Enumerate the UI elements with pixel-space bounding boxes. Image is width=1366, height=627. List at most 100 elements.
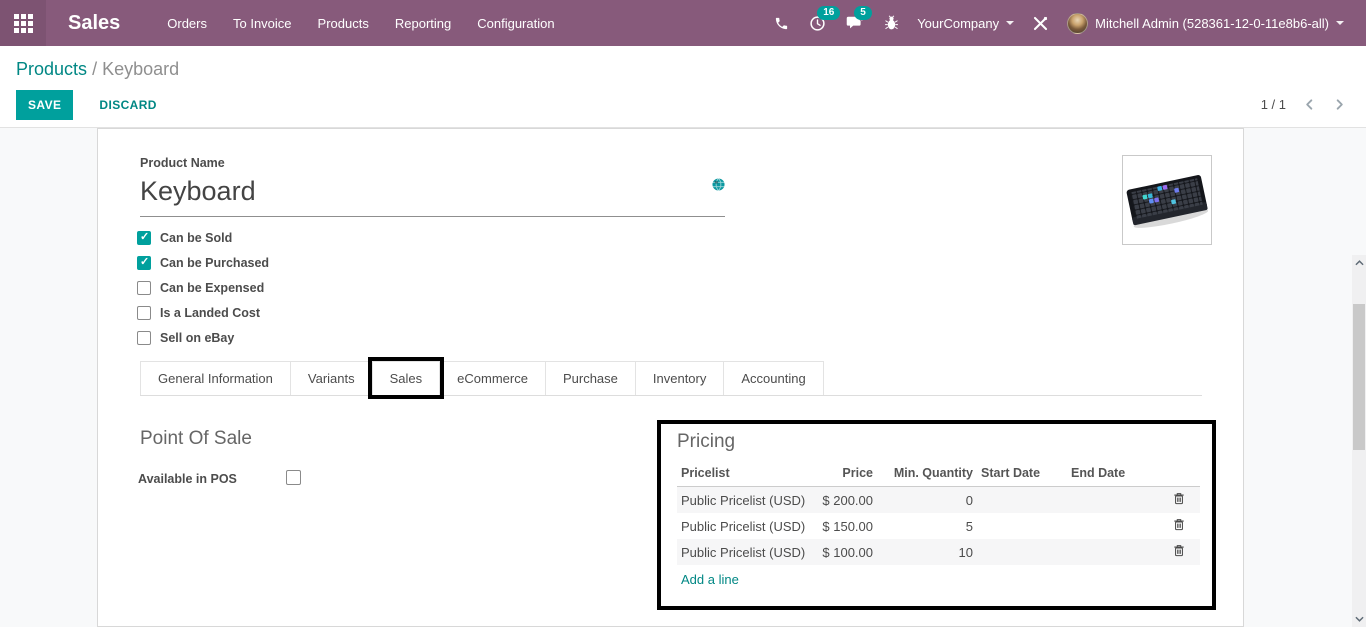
pricing-highlight-box: Pricing Pricelist Price Min. Quantity St… bbox=[657, 420, 1216, 610]
can-be-expensed-checkbox[interactable] bbox=[137, 280, 151, 295]
flag-can-be-sold: Can be Sold bbox=[137, 230, 269, 245]
tab-sales[interactable]: Sales bbox=[371, 361, 441, 395]
delete-row-button[interactable] bbox=[1157, 539, 1200, 565]
phone-icon bbox=[776, 17, 788, 29]
price-cell[interactable]: $ 100.00 bbox=[822, 544, 873, 560]
menu-products[interactable]: Products bbox=[317, 15, 369, 31]
trash-icon bbox=[1173, 545, 1184, 557]
activities-button[interactable]: 16 bbox=[799, 5, 841, 37]
pricing-table: Pricelist Price Min. Quantity Start Date… bbox=[677, 462, 1200, 565]
col-pricelist: Pricelist bbox=[677, 462, 815, 487]
notebook-tabs: General Information Variants Sales eComm… bbox=[140, 361, 1202, 396]
end-date-cell[interactable] bbox=[1067, 513, 1157, 539]
available-in-pos-checkbox[interactable] bbox=[286, 470, 301, 485]
tab-ecommerce[interactable]: eCommerce bbox=[439, 361, 546, 395]
breadcrumb: Products / Keyboard bbox=[0, 46, 1366, 83]
keyboard-image bbox=[1126, 175, 1209, 228]
product-flags: Can be Sold Can be Purchased Can be Expe… bbox=[137, 230, 269, 355]
product-form-sheet: Product Name Keyboard Can be Sold Can be… bbox=[97, 128, 1244, 627]
chevron-left-icon bbox=[1306, 99, 1313, 110]
start-date-cell[interactable] bbox=[977, 539, 1067, 565]
breadcrumb-current: Keyboard bbox=[102, 59, 180, 79]
company-switcher[interactable]: YourCompany bbox=[909, 11, 1022, 36]
sell-on-ebay-checkbox[interactable] bbox=[137, 330, 151, 345]
delete-row-button[interactable] bbox=[1157, 513, 1200, 539]
add-a-line-link[interactable]: Add a line bbox=[681, 572, 739, 587]
product-name-input[interactable]: Keyboard bbox=[140, 176, 725, 217]
chevron-right-icon bbox=[1336, 99, 1343, 110]
vertical-scrollbar[interactable] bbox=[1352, 255, 1366, 627]
flag-can-be-purchased: Can be Purchased bbox=[137, 255, 269, 270]
scroll-up-button[interactable] bbox=[1352, 255, 1366, 270]
flag-landed-cost: Is a Landed Cost bbox=[137, 305, 269, 320]
control-panel: Products / Keyboard SAVE DISCARD 1 / 1 bbox=[0, 46, 1366, 128]
menu-reporting[interactable]: Reporting bbox=[394, 15, 452, 31]
menu-configuration[interactable]: Configuration bbox=[477, 15, 555, 31]
pricing-row[interactable]: Public Pricelist (USD) $ 150.00 5 bbox=[677, 513, 1200, 539]
user-menu[interactable]: Mitchell Admin (528361-12-0-11e8b6-all) bbox=[1059, 8, 1352, 39]
min-qty-cell[interactable]: 5 bbox=[965, 518, 973, 534]
pager-next-button[interactable] bbox=[1333, 98, 1346, 111]
debug-button[interactable] bbox=[874, 10, 909, 36]
start-date-cell[interactable] bbox=[977, 513, 1067, 539]
can-be-sold-label: Can be Sold bbox=[160, 230, 233, 245]
app-title[interactable]: Sales bbox=[68, 11, 121, 34]
min-qty-cell[interactable]: 10 bbox=[958, 544, 973, 560]
content-area: Product Name Keyboard Can be Sold Can be… bbox=[0, 128, 1366, 627]
product-name-label: Product Name bbox=[140, 156, 225, 170]
top-navbar: Sales Orders To Invoice Products Reporti… bbox=[0, 0, 1366, 46]
messages-button[interactable]: 5 bbox=[836, 6, 874, 36]
voip-button[interactable] bbox=[764, 11, 799, 36]
caret-down-icon bbox=[1006, 21, 1015, 25]
caret-down-icon bbox=[1336, 21, 1344, 25]
col-min-quantity: Min. Quantity bbox=[877, 462, 977, 487]
breadcrumb-products-link[interactable]: Products bbox=[16, 59, 88, 79]
tab-general-information[interactable]: General Information bbox=[140, 361, 291, 395]
end-date-cell[interactable] bbox=[1067, 487, 1157, 514]
tab-purchase[interactable]: Purchase bbox=[544, 361, 636, 395]
pricelist-cell[interactable]: Public Pricelist (USD) bbox=[681, 492, 806, 508]
end-date-cell[interactable] bbox=[1067, 539, 1157, 565]
can-be-purchased-checkbox[interactable] bbox=[137, 255, 151, 270]
pricelist-cell[interactable]: Public Pricelist (USD) bbox=[681, 544, 806, 560]
pos-section-title: Point Of Sale bbox=[140, 428, 252, 449]
flag-can-be-expensed: Can be Expensed bbox=[137, 280, 269, 295]
translate-globe-icon[interactable] bbox=[712, 178, 725, 196]
pager-previous-button[interactable] bbox=[1303, 98, 1316, 111]
menu-to-invoice[interactable]: To Invoice bbox=[233, 15, 292, 31]
trash-icon bbox=[1173, 493, 1184, 505]
pricing-row[interactable]: Public Pricelist (USD) $ 100.00 10 bbox=[677, 539, 1200, 565]
available-in-pos-label: Available in POS bbox=[138, 472, 237, 486]
can-be-sold-checkbox[interactable] bbox=[137, 230, 151, 245]
price-cell[interactable]: $ 150.00 bbox=[822, 518, 873, 534]
scrollbar-thumb[interactable] bbox=[1353, 304, 1365, 450]
save-button[interactable]: SAVE bbox=[16, 90, 74, 120]
support-tools-button[interactable] bbox=[1022, 10, 1059, 37]
pricing-section-title: Pricing bbox=[677, 431, 736, 452]
col-actions bbox=[1157, 462, 1200, 487]
crossed-tools-icon bbox=[1034, 16, 1048, 30]
pricelist-cell[interactable]: Public Pricelist (USD) bbox=[681, 518, 806, 534]
apps-grid-icon bbox=[13, 13, 33, 33]
delete-row-button[interactable] bbox=[1157, 487, 1200, 514]
apps-menu-button[interactable] bbox=[0, 0, 46, 46]
start-date-cell[interactable] bbox=[977, 487, 1067, 514]
can-be-purchased-label: Can be Purchased bbox=[160, 255, 270, 270]
pager-value: 1 / 1 bbox=[1260, 97, 1286, 112]
landed-cost-checkbox[interactable] bbox=[137, 305, 151, 320]
flag-sell-on-ebay: Sell on eBay bbox=[137, 330, 269, 345]
pricing-row[interactable]: Public Pricelist (USD) $ 200.00 0 bbox=[677, 486, 1200, 514]
tab-inventory[interactable]: Inventory bbox=[634, 361, 725, 395]
menu-orders[interactable]: Orders bbox=[167, 15, 207, 31]
price-cell[interactable]: $ 200.00 bbox=[822, 492, 873, 508]
col-price: Price bbox=[815, 462, 877, 487]
tab-variants[interactable]: Variants bbox=[289, 361, 373, 395]
activity-count-badge: 16 bbox=[817, 5, 841, 20]
message-count-badge: 5 bbox=[854, 6, 872, 20]
discard-button[interactable]: DISCARD bbox=[93, 97, 162, 113]
tab-accounting[interactable]: Accounting bbox=[723, 361, 824, 395]
form-buttons: SAVE DISCARD bbox=[0, 83, 1366, 127]
product-image[interactable] bbox=[1122, 155, 1212, 245]
min-qty-cell[interactable]: 0 bbox=[965, 492, 973, 508]
scroll-down-button[interactable] bbox=[1352, 611, 1366, 626]
